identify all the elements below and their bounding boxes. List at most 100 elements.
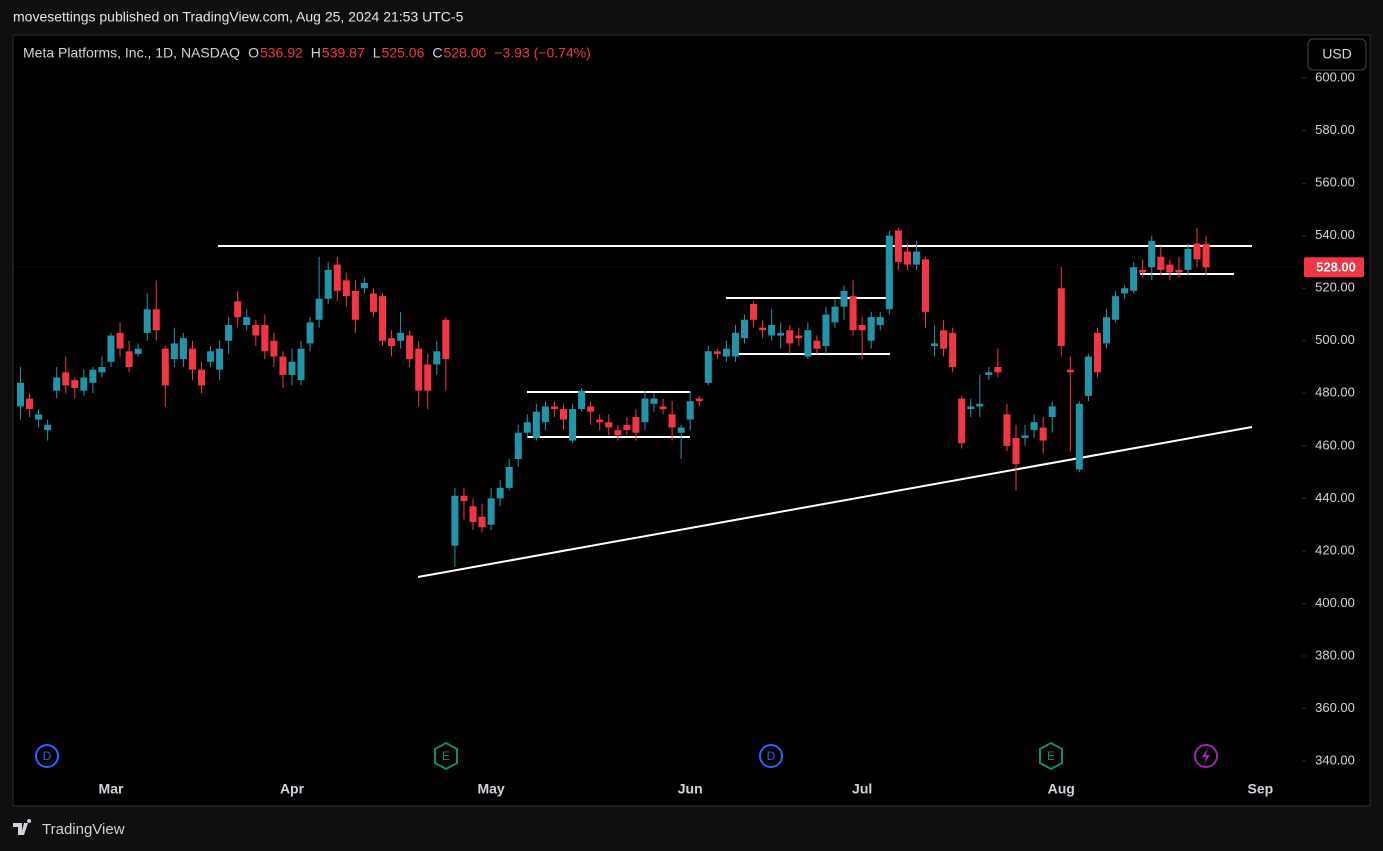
candle-body — [487, 498, 495, 525]
y-tick-label: 600.00 — [1315, 70, 1355, 85]
candle-body — [1166, 264, 1174, 273]
candle-body — [704, 351, 712, 383]
x-tick-label: Sep — [1248, 781, 1274, 797]
lightning-icon — [1202, 748, 1210, 764]
candle-body — [560, 409, 567, 420]
candle-body — [225, 325, 233, 341]
event-label: E — [1047, 749, 1055, 763]
legend-value: 528.00 — [443, 45, 486, 61]
candle-body — [831, 306, 839, 323]
candle-body — [994, 367, 1002, 373]
y-tick-label: 380.00 — [1315, 647, 1355, 662]
candle-body — [207, 351, 215, 362]
x-tick-label: May — [477, 781, 504, 797]
candle-body — [1021, 435, 1029, 438]
candle-body — [388, 338, 396, 347]
event-markers: D E D E — [35, 741, 1218, 771]
candle-body — [1039, 427, 1047, 441]
candle-body — [161, 348, 169, 386]
dividend-marker[interactable] — [759, 744, 783, 768]
legend-key: O — [248, 45, 259, 61]
candle-body — [433, 351, 441, 365]
candle-body — [777, 332, 785, 336]
candle-body — [1175, 269, 1183, 273]
candle-body — [460, 495, 468, 502]
candle-body — [415, 348, 423, 391]
candle-body — [1148, 240, 1156, 268]
candle-body — [795, 335, 803, 339]
candle-body — [1003, 414, 1011, 446]
candle-body — [35, 414, 43, 420]
legend: Meta Platforms, Inc., 1D, NASDAQ O 536.92… — [23, 45, 591, 61]
logo-icon — [13, 819, 32, 835]
y-tick-label: 420.00 — [1315, 542, 1355, 557]
candle-body — [813, 340, 821, 349]
legend-value: 536.92 — [260, 45, 303, 61]
last-price-tag — [1304, 257, 1364, 278]
candle-body — [143, 309, 151, 333]
candle-body — [985, 372, 993, 375]
candle-body — [496, 487, 504, 499]
candle-body — [442, 319, 450, 360]
candle-body — [53, 377, 61, 391]
candle-body — [216, 348, 224, 370]
currency-button[interactable] — [1307, 38, 1367, 71]
candle-body — [406, 335, 414, 360]
candle-body — [1121, 288, 1129, 294]
y-tick-label: 500.00 — [1315, 332, 1355, 347]
candle-body — [885, 235, 893, 310]
earnings-marker[interactable] — [1039, 741, 1063, 771]
candle-body — [523, 422, 531, 433]
x-tick-label: Jun — [678, 781, 703, 797]
candle-body — [279, 356, 287, 375]
y-tick-label: 400.00 — [1315, 595, 1355, 610]
candle-body — [840, 290, 848, 307]
candle-body — [587, 406, 595, 412]
candle-body — [569, 409, 577, 441]
candle-body — [170, 343, 178, 360]
candle-body — [786, 330, 794, 344]
candle-body — [931, 343, 939, 347]
candle-body — [532, 411, 540, 438]
legend-value: 539.87 — [322, 45, 365, 61]
candle-body — [578, 390, 586, 410]
candle-body — [695, 398, 703, 402]
candle-body — [44, 424, 52, 431]
candle-body — [849, 296, 857, 331]
legend-key: H — [311, 45, 321, 61]
candle-body — [424, 364, 432, 391]
candle-body — [677, 427, 685, 433]
dividend-marker[interactable] — [35, 744, 59, 768]
candle-body — [713, 351, 721, 354]
candle-body — [369, 293, 377, 312]
candle-body — [107, 335, 115, 362]
candle-body — [903, 251, 911, 265]
candle-body — [768, 325, 776, 336]
candle-body — [89, 369, 97, 383]
candle-body — [1202, 243, 1210, 268]
candle-body — [550, 406, 558, 410]
x-tick-label: Aug — [1048, 781, 1075, 797]
earnings-marker[interactable] — [434, 741, 458, 771]
candle-body — [514, 432, 522, 459]
currency-label[interactable]: USD — [1322, 46, 1352, 62]
x-tick-label: Apr — [280, 781, 305, 797]
candle-body — [605, 422, 613, 428]
candle-body — [333, 264, 341, 291]
y-tick-label: 360.00 — [1315, 700, 1355, 715]
candle-body — [922, 259, 929, 312]
brand: TradingView — [42, 821, 125, 838]
candle-body — [1075, 403, 1083, 470]
candle-body — [750, 303, 758, 320]
candle-body — [894, 230, 902, 262]
candle-body — [315, 298, 323, 320]
event-label: D — [43, 749, 52, 763]
candle-body — [1112, 296, 1120, 320]
candle-body — [858, 325, 866, 331]
candle-body — [1193, 243, 1201, 260]
candle-body — [342, 280, 350, 297]
candle-body — [306, 322, 314, 344]
last-price-label: 528.00 — [1316, 260, 1356, 275]
candle-body — [261, 325, 269, 352]
